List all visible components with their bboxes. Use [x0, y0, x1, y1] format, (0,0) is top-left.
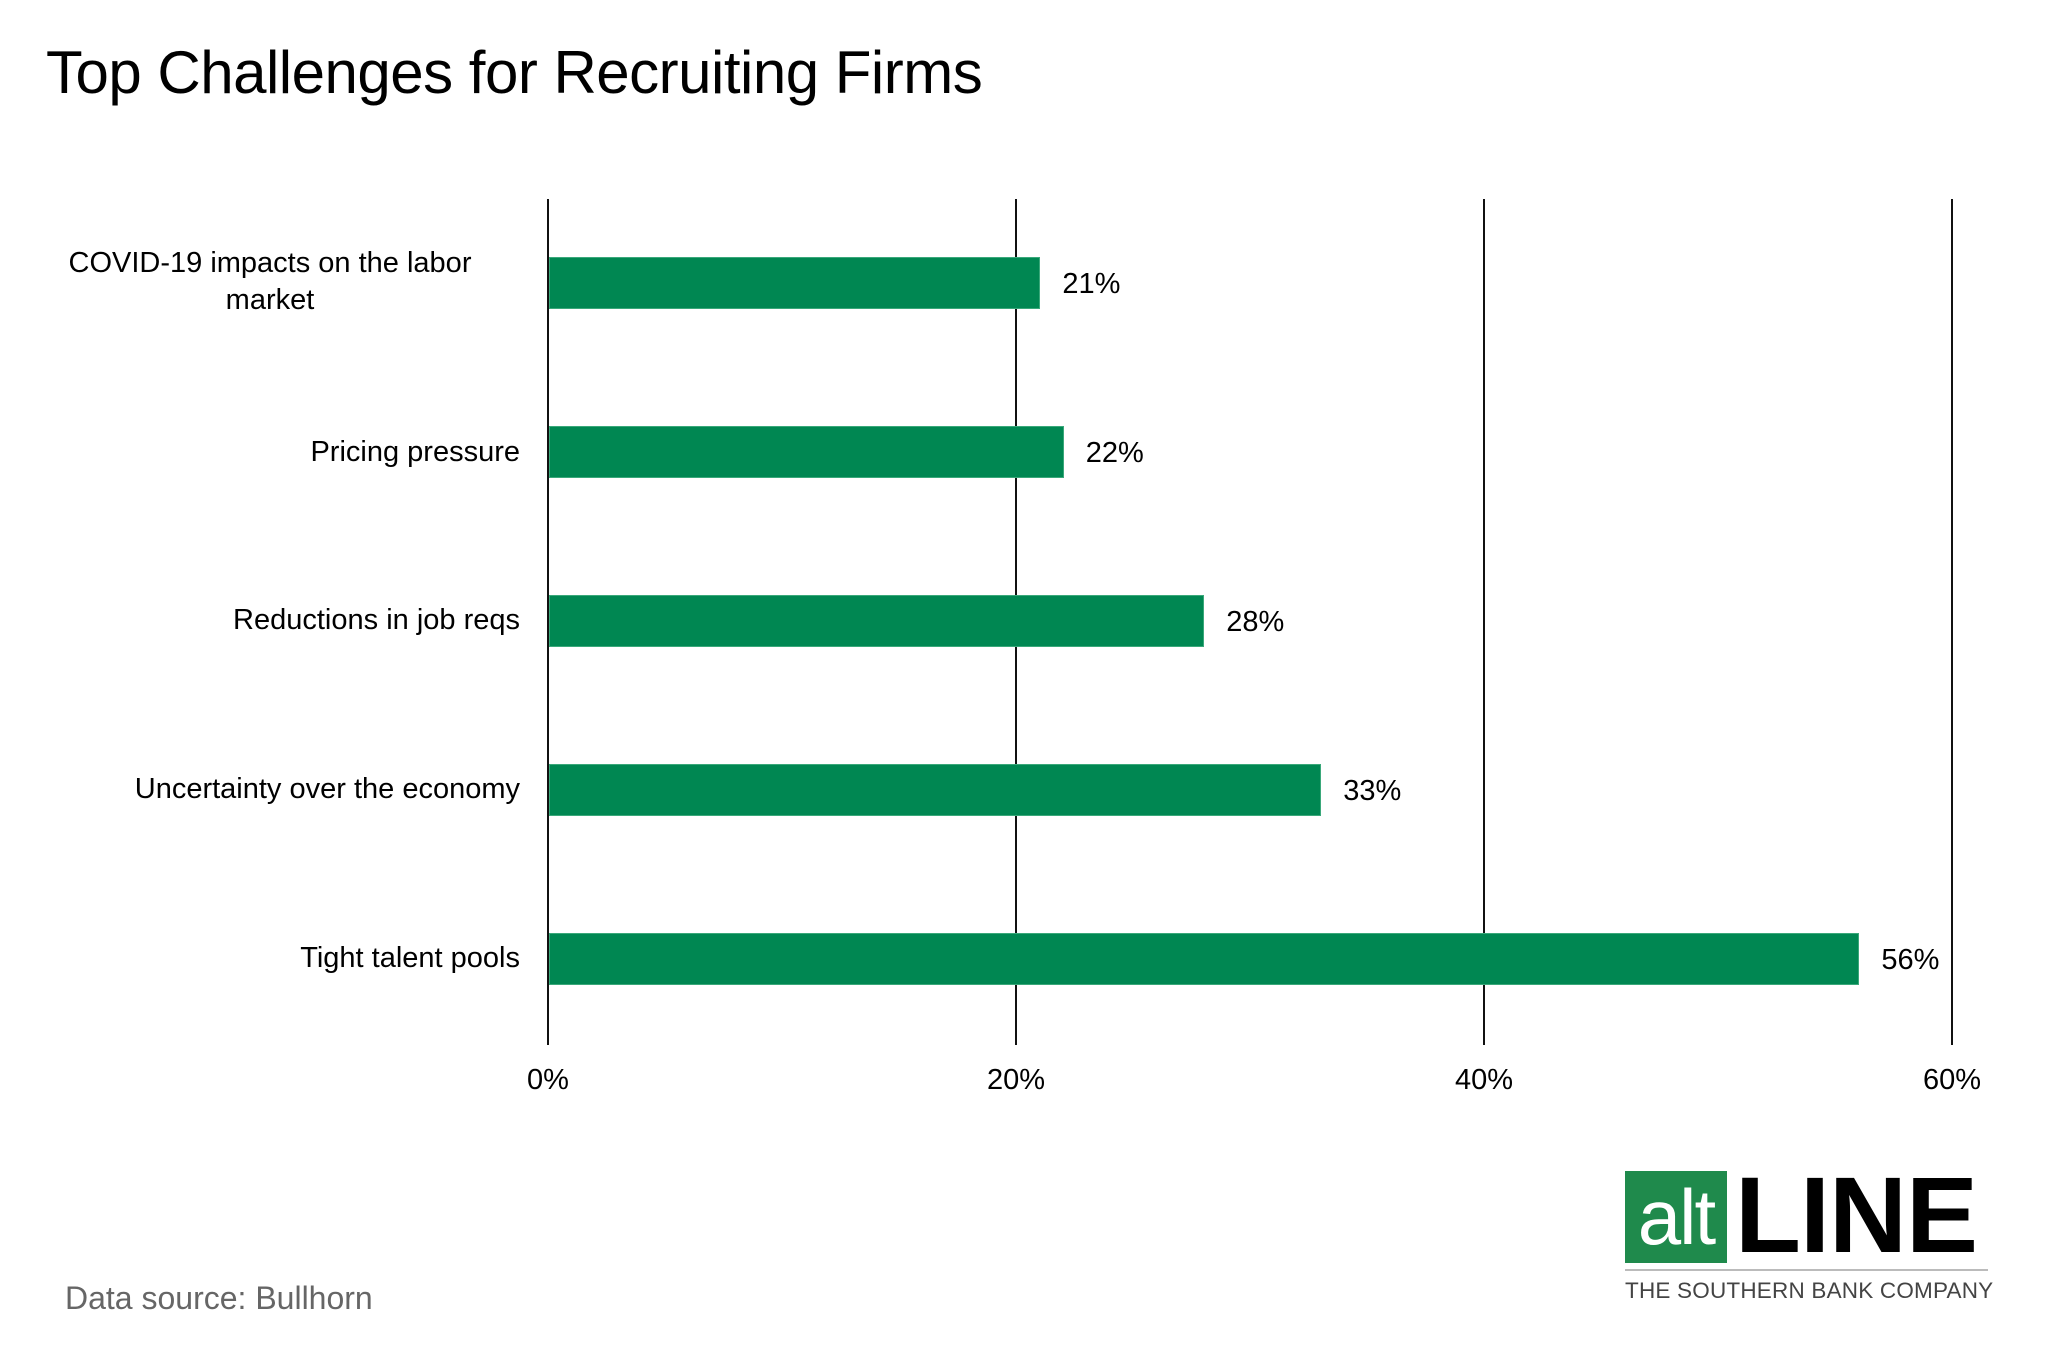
category-label: Reductions in job reqs [233, 604, 520, 636]
gridline-40 [1483, 199, 1485, 1045]
value-label: 33% [1343, 775, 1402, 807]
bar [549, 933, 1860, 985]
category-label: Tight talent pools [300, 942, 520, 974]
gridline-60 [1951, 199, 1953, 1045]
category-label-line: market [225, 284, 315, 316]
x-tick-label: 60% [1922, 1064, 1982, 1096]
category-label: Pricing pressure [310, 436, 520, 468]
bar [549, 595, 1205, 647]
logo-alt-box: alt [1625, 1171, 1727, 1263]
value-label: 28% [1226, 606, 1285, 638]
value-label: 21% [1062, 268, 1121, 300]
bar [549, 764, 1322, 816]
gridline-0 [547, 199, 549, 1045]
x-tick-label: 40% [1454, 1064, 1514, 1096]
bar [549, 426, 1064, 478]
value-label: 22% [1085, 437, 1144, 469]
category-label: Uncertainty over the economy [134, 773, 520, 805]
value-label: 56% [1881, 944, 1940, 976]
altline-logo: alt LINE THE SOUTHERN BANK COMPANY [1625, 1161, 1994, 1311]
category-label: COVID-19 impacts on the labor market [20, 245, 520, 319]
bar [549, 257, 1041, 309]
category-label-line: COVID-19 impacts on the labor [68, 247, 472, 279]
logo-line-text: LINE [1735, 1154, 1978, 1275]
chart-title: Top Challenges for Recruiting Firms [46, 39, 983, 106]
logo-tagline: THE SOUTHERN BANK COMPANY [1625, 1278, 1994, 1303]
data-source-note: Data source: Bullhorn [65, 1280, 373, 1316]
x-tick-label: 0% [527, 1064, 569, 1096]
logo-divider [1625, 1269, 1988, 1271]
x-tick-label: 20% [986, 1064, 1046, 1096]
